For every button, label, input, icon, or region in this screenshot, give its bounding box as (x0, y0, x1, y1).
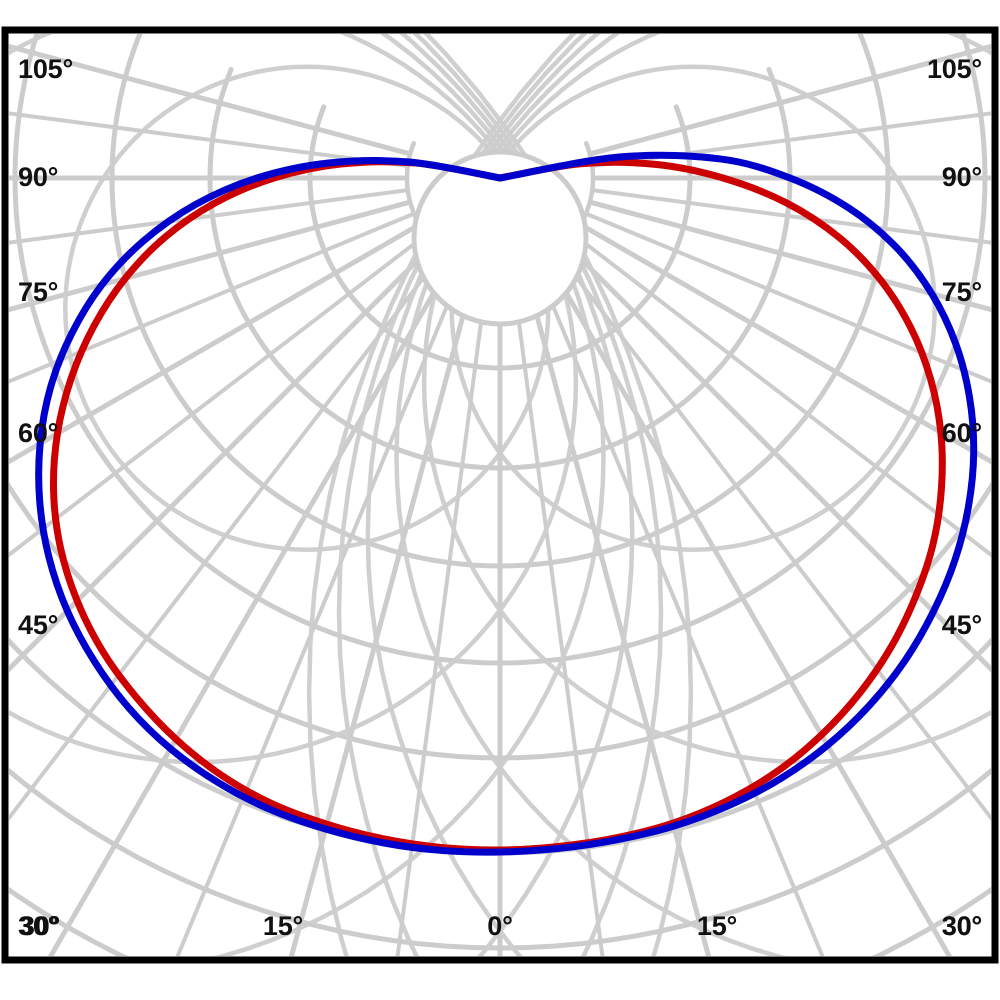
axis-label-bottom-1: 15° (262, 911, 304, 941)
axis-label-left-1: 90° (18, 162, 59, 192)
axis-label-right-3: 60° (941, 418, 982, 448)
chart-frame (1, 26, 999, 964)
axis-label-bottom-0: 30° (19, 911, 61, 941)
axis-label-left-0: 105° (18, 54, 74, 84)
axis-label-bottom-4: 30° (941, 911, 983, 941)
axis-label-right-1: 90° (941, 162, 982, 192)
axis-label-left-5: 30° (18, 911, 59, 941)
axis-label-right-5: 30° (941, 911, 982, 941)
axis-label-left-4: 45° (18, 610, 59, 640)
axis-label-right-2: 75° (941, 277, 982, 307)
polar-series (35, 151, 978, 856)
axis-label-bottom-3: 15° (696, 911, 738, 941)
axis-label-left-2: 75° (18, 277, 59, 307)
axis-label-left-3: 60° (18, 418, 59, 448)
axis-label-right-4: 45° (941, 610, 982, 640)
axis-label-right-0: 105° (926, 54, 982, 84)
axis-label-bottom-2: 0° (487, 911, 513, 941)
